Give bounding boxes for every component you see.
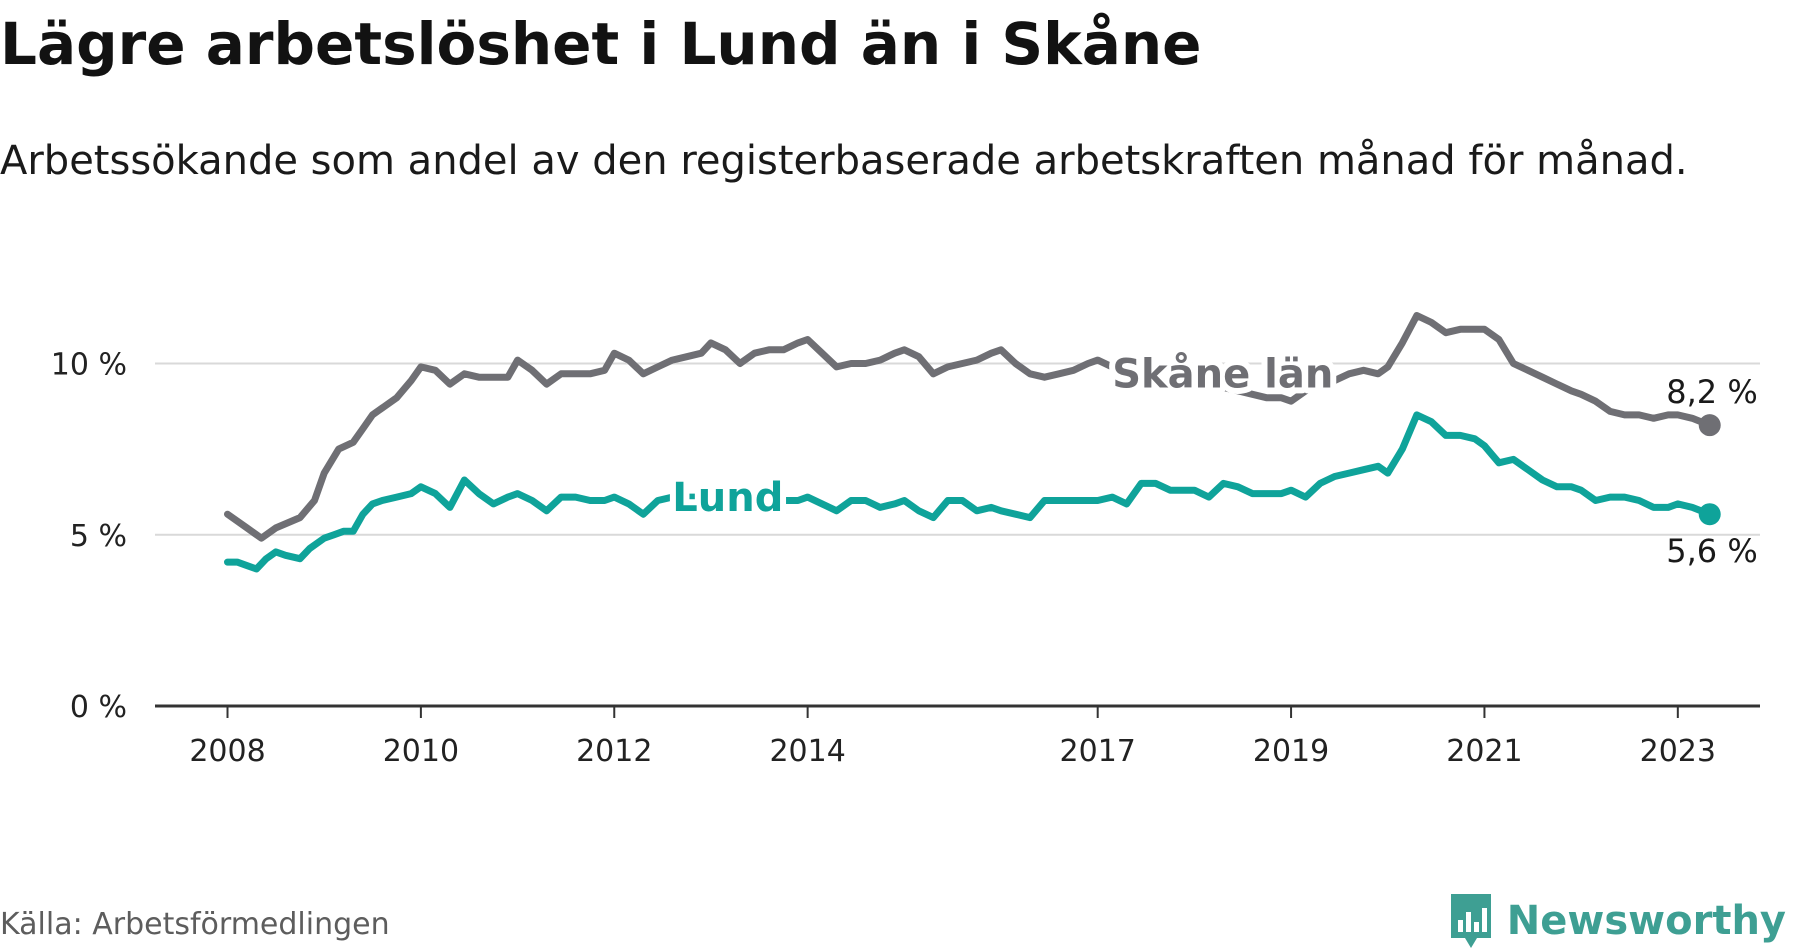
source-note: Källa: Arbetsförmedlingen	[0, 907, 390, 942]
series-labels: Skåne län Lund 8,2 % 5,6 %	[666, 345, 1757, 571]
page-subtitle: Arbetssökande som andel av den registerb…	[0, 138, 1688, 184]
x-tick-label: 2012	[576, 734, 652, 769]
x-axis: 2008 2010 2012 2014 2017 2019 2021 2023	[155, 704, 1760, 769]
x-tick-label: 2010	[383, 734, 459, 769]
x-tick-label: 2017	[1060, 734, 1136, 769]
skane-lan-line	[224, 312, 1714, 542]
lund-series-label: Lund	[672, 475, 783, 521]
x-tick-label: 2023	[1640, 734, 1716, 769]
page-title: Lägre arbetslöshet i Lund än i Skåne	[0, 10, 1202, 78]
brand-name: Newsworthy	[1506, 898, 1786, 944]
brand-logo: Newsworthy	[1447, 890, 1786, 952]
newsworthy-logo-icon	[1450, 894, 1491, 948]
y-tick-label: 0 %	[70, 690, 127, 725]
y-tick-label: 5 %	[70, 519, 127, 554]
grid-lines	[155, 362, 1760, 536]
y-tick-label: 10 %	[51, 348, 127, 383]
y-axis-tick-labels: 0 % 5 % 10 %	[51, 348, 127, 726]
x-tick-label: 2008	[189, 734, 265, 769]
skane-lan-series-label: Skåne län	[1112, 351, 1333, 398]
series-lines	[224, 312, 1721, 573]
lund-end-value: 5,6 %	[1666, 532, 1757, 570]
lund-line	[224, 411, 1714, 573]
x-tick-label: 2019	[1253, 734, 1329, 769]
x-tick-label: 2014	[769, 734, 845, 769]
lund-end-marker	[1698, 503, 1721, 526]
x-tick-label: 2021	[1446, 734, 1522, 769]
skane-lan-end-marker	[1698, 414, 1721, 437]
skane-lan-end-value: 8,2 %	[1666, 373, 1757, 411]
